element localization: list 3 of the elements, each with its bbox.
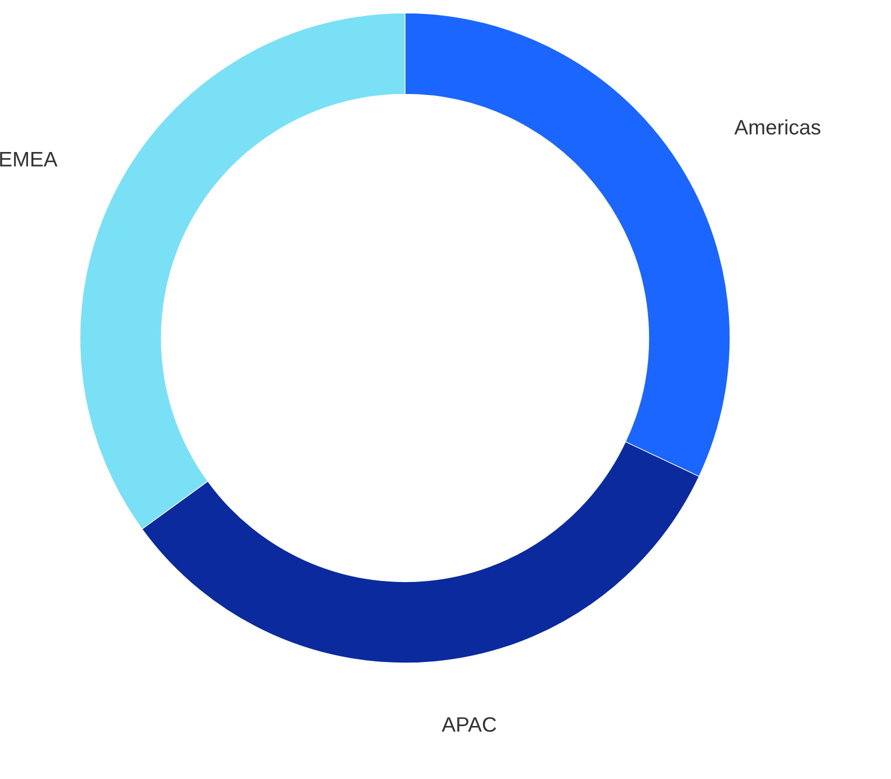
slice-label: EMEA (0, 152, 58, 166)
slice-label: APAC (442, 717, 496, 732)
slice-label: Americas (734, 119, 820, 135)
